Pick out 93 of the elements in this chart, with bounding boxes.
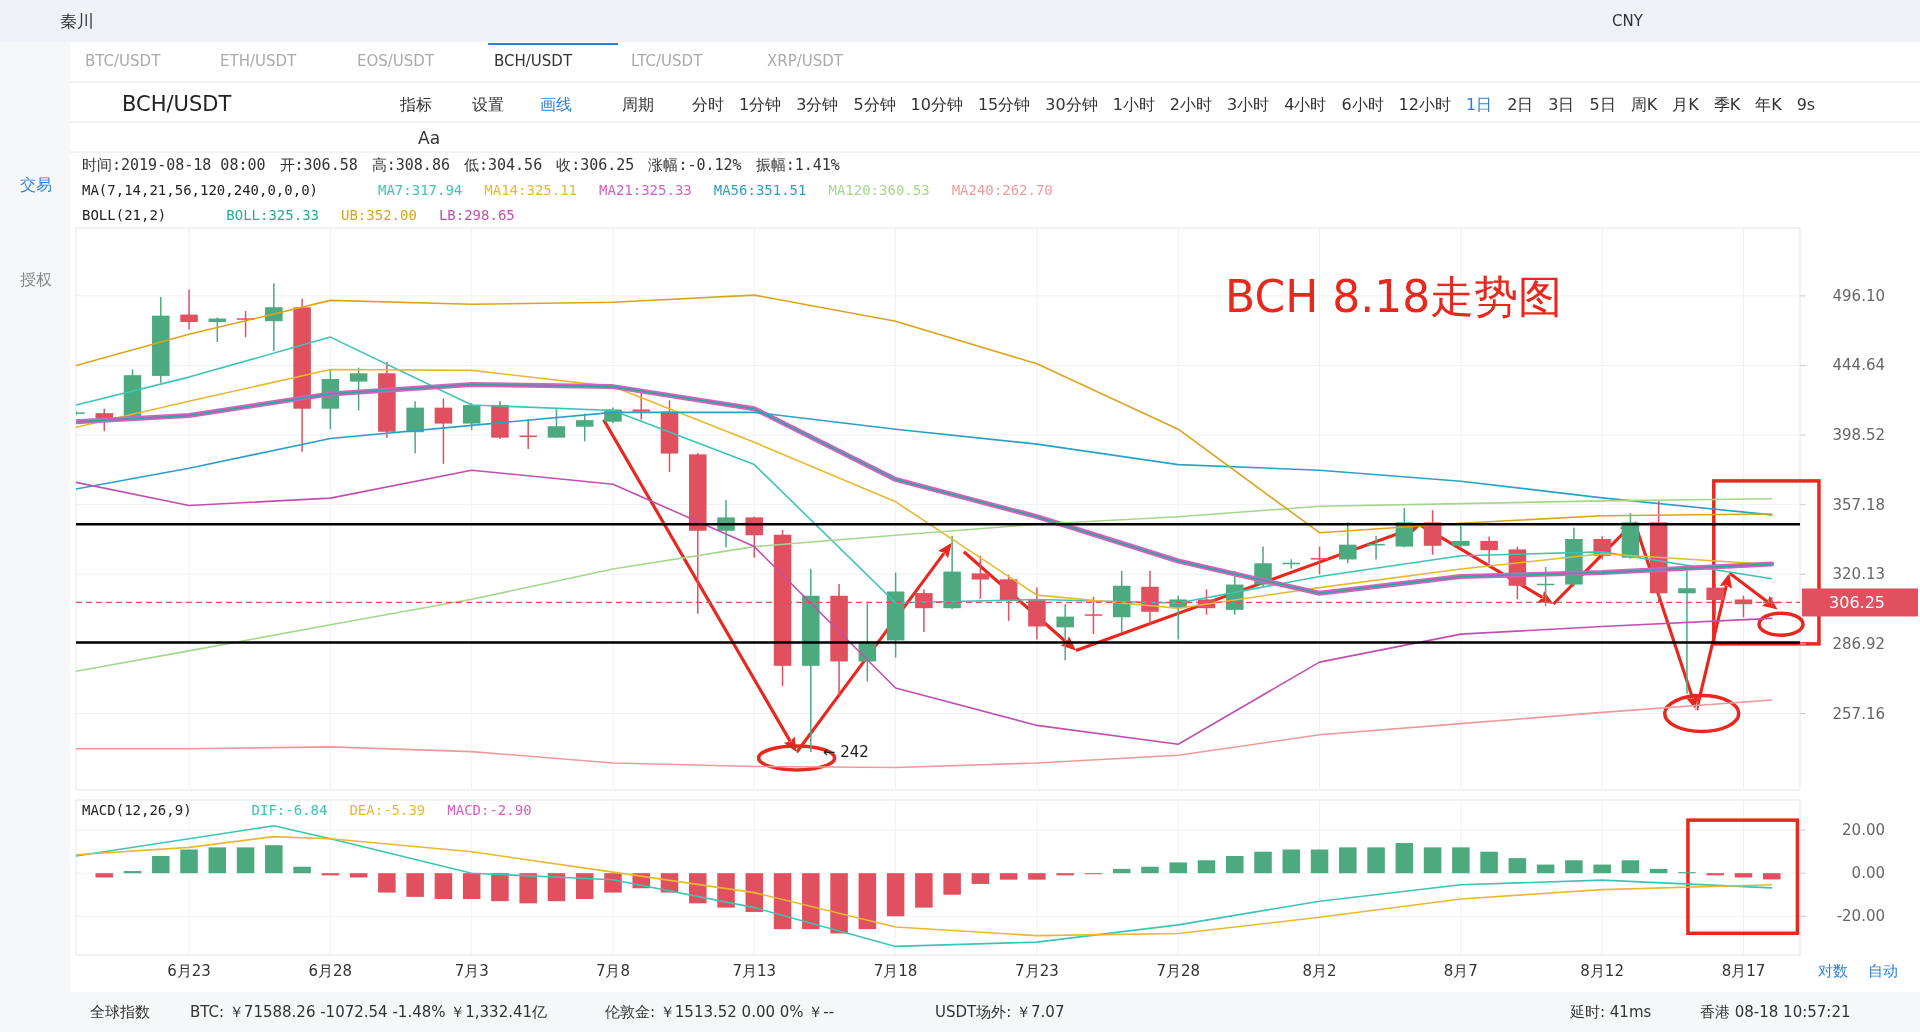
x-tick-label: 7月18	[873, 962, 918, 980]
text: XRP/USDT	[767, 52, 844, 70]
text: 1小时	[1112, 95, 1155, 114]
text: 交易	[20, 175, 52, 194]
text: 10分钟	[910, 95, 963, 114]
text: 指标	[399, 95, 432, 114]
y-tick-label: 320.13	[1832, 565, 1885, 584]
x-tick-label: 7月13	[732, 962, 777, 980]
x-tick-label: 7月3	[454, 962, 489, 980]
ref-line-label: 306.25	[1829, 593, 1885, 613]
y-tick-label: 357.18	[1832, 495, 1885, 514]
y-tick-label: 286.92	[1832, 634, 1885, 653]
text: BCH/USDT	[494, 52, 573, 70]
y-tick-label: 444.64	[1832, 356, 1885, 375]
text: 画线	[540, 95, 572, 114]
text: CNY	[1612, 12, 1644, 30]
text: 9s	[1796, 95, 1816, 114]
text: LTC/USDT	[631, 52, 704, 70]
x-tick-label: 8月2	[1302, 962, 1337, 980]
text: Aa	[418, 128, 441, 148]
text: BOLL:325.33	[226, 207, 320, 223]
x-tick-label: 7月8	[595, 962, 631, 980]
text: ETH/USDT	[220, 52, 298, 70]
text: MA240:262.70	[951, 182, 1053, 198]
text: 伦敦金: ￥1513.52 0.00 0% ￥--	[605, 1003, 835, 1021]
text: BCH/USDT	[122, 92, 232, 116]
x-tick-label: 8月7	[1443, 962, 1478, 980]
y-tick-label: 20.00	[1842, 821, 1885, 840]
annotation: MACD:-2.90	[447, 802, 532, 818]
text: 自动	[1868, 962, 1898, 980]
text: 秦川	[60, 11, 94, 31]
text: 周K	[1630, 95, 1658, 114]
x-tick-label: 6月28	[308, 962, 353, 980]
text: 分时	[692, 95, 724, 114]
text: 香港 08-18 10:57:21	[1700, 1003, 1851, 1021]
text: 全球指数	[90, 1003, 150, 1021]
text: 15分钟	[977, 95, 1031, 114]
text: 1日	[1465, 95, 1493, 114]
text: 5分钟	[853, 95, 896, 114]
text: LB:298.65	[438, 207, 515, 223]
y-tick-label: 496.10	[1832, 286, 1885, 305]
text: 设置	[472, 95, 504, 114]
text: 振幅:1.41%	[755, 156, 840, 174]
text: 对数	[1818, 962, 1848, 980]
text: MA14:325.11	[484, 182, 578, 198]
text: MA120:360.53	[828, 182, 930, 198]
text: 5日	[1589, 95, 1616, 114]
text: 低:304.56	[463, 156, 543, 174]
text: 12小时	[1398, 95, 1451, 114]
x-tick-label: 8月12	[1580, 962, 1624, 980]
text: BOLL(21,2)	[82, 207, 167, 223]
text: 开:306.58	[279, 156, 358, 174]
text: 4小时	[1284, 95, 1327, 114]
text: 涨幅:-0.12%	[648, 156, 742, 174]
series-label: DEA:-5.39	[349, 802, 426, 818]
text: 月K	[1672, 95, 1700, 114]
text: 周期	[622, 95, 654, 114]
y-tick-label: -20.00	[1836, 907, 1885, 926]
y-tick-label: 257.16	[1832, 704, 1885, 723]
text: USDT场外: ￥7.07	[935, 1003, 1065, 1021]
text: BTC: ￥71588.26 -1072.54 -1.48% ￥1,332.41亿	[190, 1003, 548, 1021]
x-tick-label: 7月28	[1156, 962, 1201, 980]
annotation: MACD(12,26,9)	[82, 802, 192, 818]
text: MA7:317.94	[378, 182, 463, 198]
text: 2小时	[1169, 95, 1213, 114]
x-tick-label: 7月23	[1015, 962, 1059, 980]
text: 授权	[20, 270, 52, 289]
text: MA21:325.33	[599, 182, 692, 198]
text: 2日	[1507, 95, 1534, 114]
y-tick-label: 0.00	[1851, 864, 1885, 883]
text: 收:306.25	[556, 156, 635, 174]
x-tick-label: 8月17	[1721, 962, 1766, 980]
text: 时间:2019-08-18 08:00	[82, 156, 266, 174]
series-label: DIF:-6.84	[251, 802, 328, 818]
text: 季K	[1713, 95, 1741, 114]
text: 30分钟	[1045, 95, 1098, 114]
text: 3分钟	[796, 95, 839, 114]
text: EOS/USDT	[357, 52, 435, 70]
annotation: ← 242	[822, 743, 869, 762]
text: 年K	[1755, 95, 1783, 114]
text: 3日	[1548, 95, 1575, 114]
y-tick-label: 398.52	[1832, 426, 1885, 445]
text: MA(7,14,21,56,120,240,0,0,0)	[82, 182, 319, 198]
text: MA56:351.51	[713, 182, 807, 198]
text: 高:308.86	[371, 156, 450, 174]
text: 3小时	[1227, 95, 1270, 114]
text: UB:352.00	[341, 207, 417, 223]
text: 6小时	[1341, 95, 1384, 114]
text: 1分钟	[739, 95, 782, 114]
text: BTC/USDT	[85, 52, 162, 70]
text: BCH 8.18走势图	[1225, 271, 1563, 322]
text: 延时: 41ms	[1569, 1003, 1652, 1021]
x-tick-label: 6月23	[167, 962, 211, 980]
